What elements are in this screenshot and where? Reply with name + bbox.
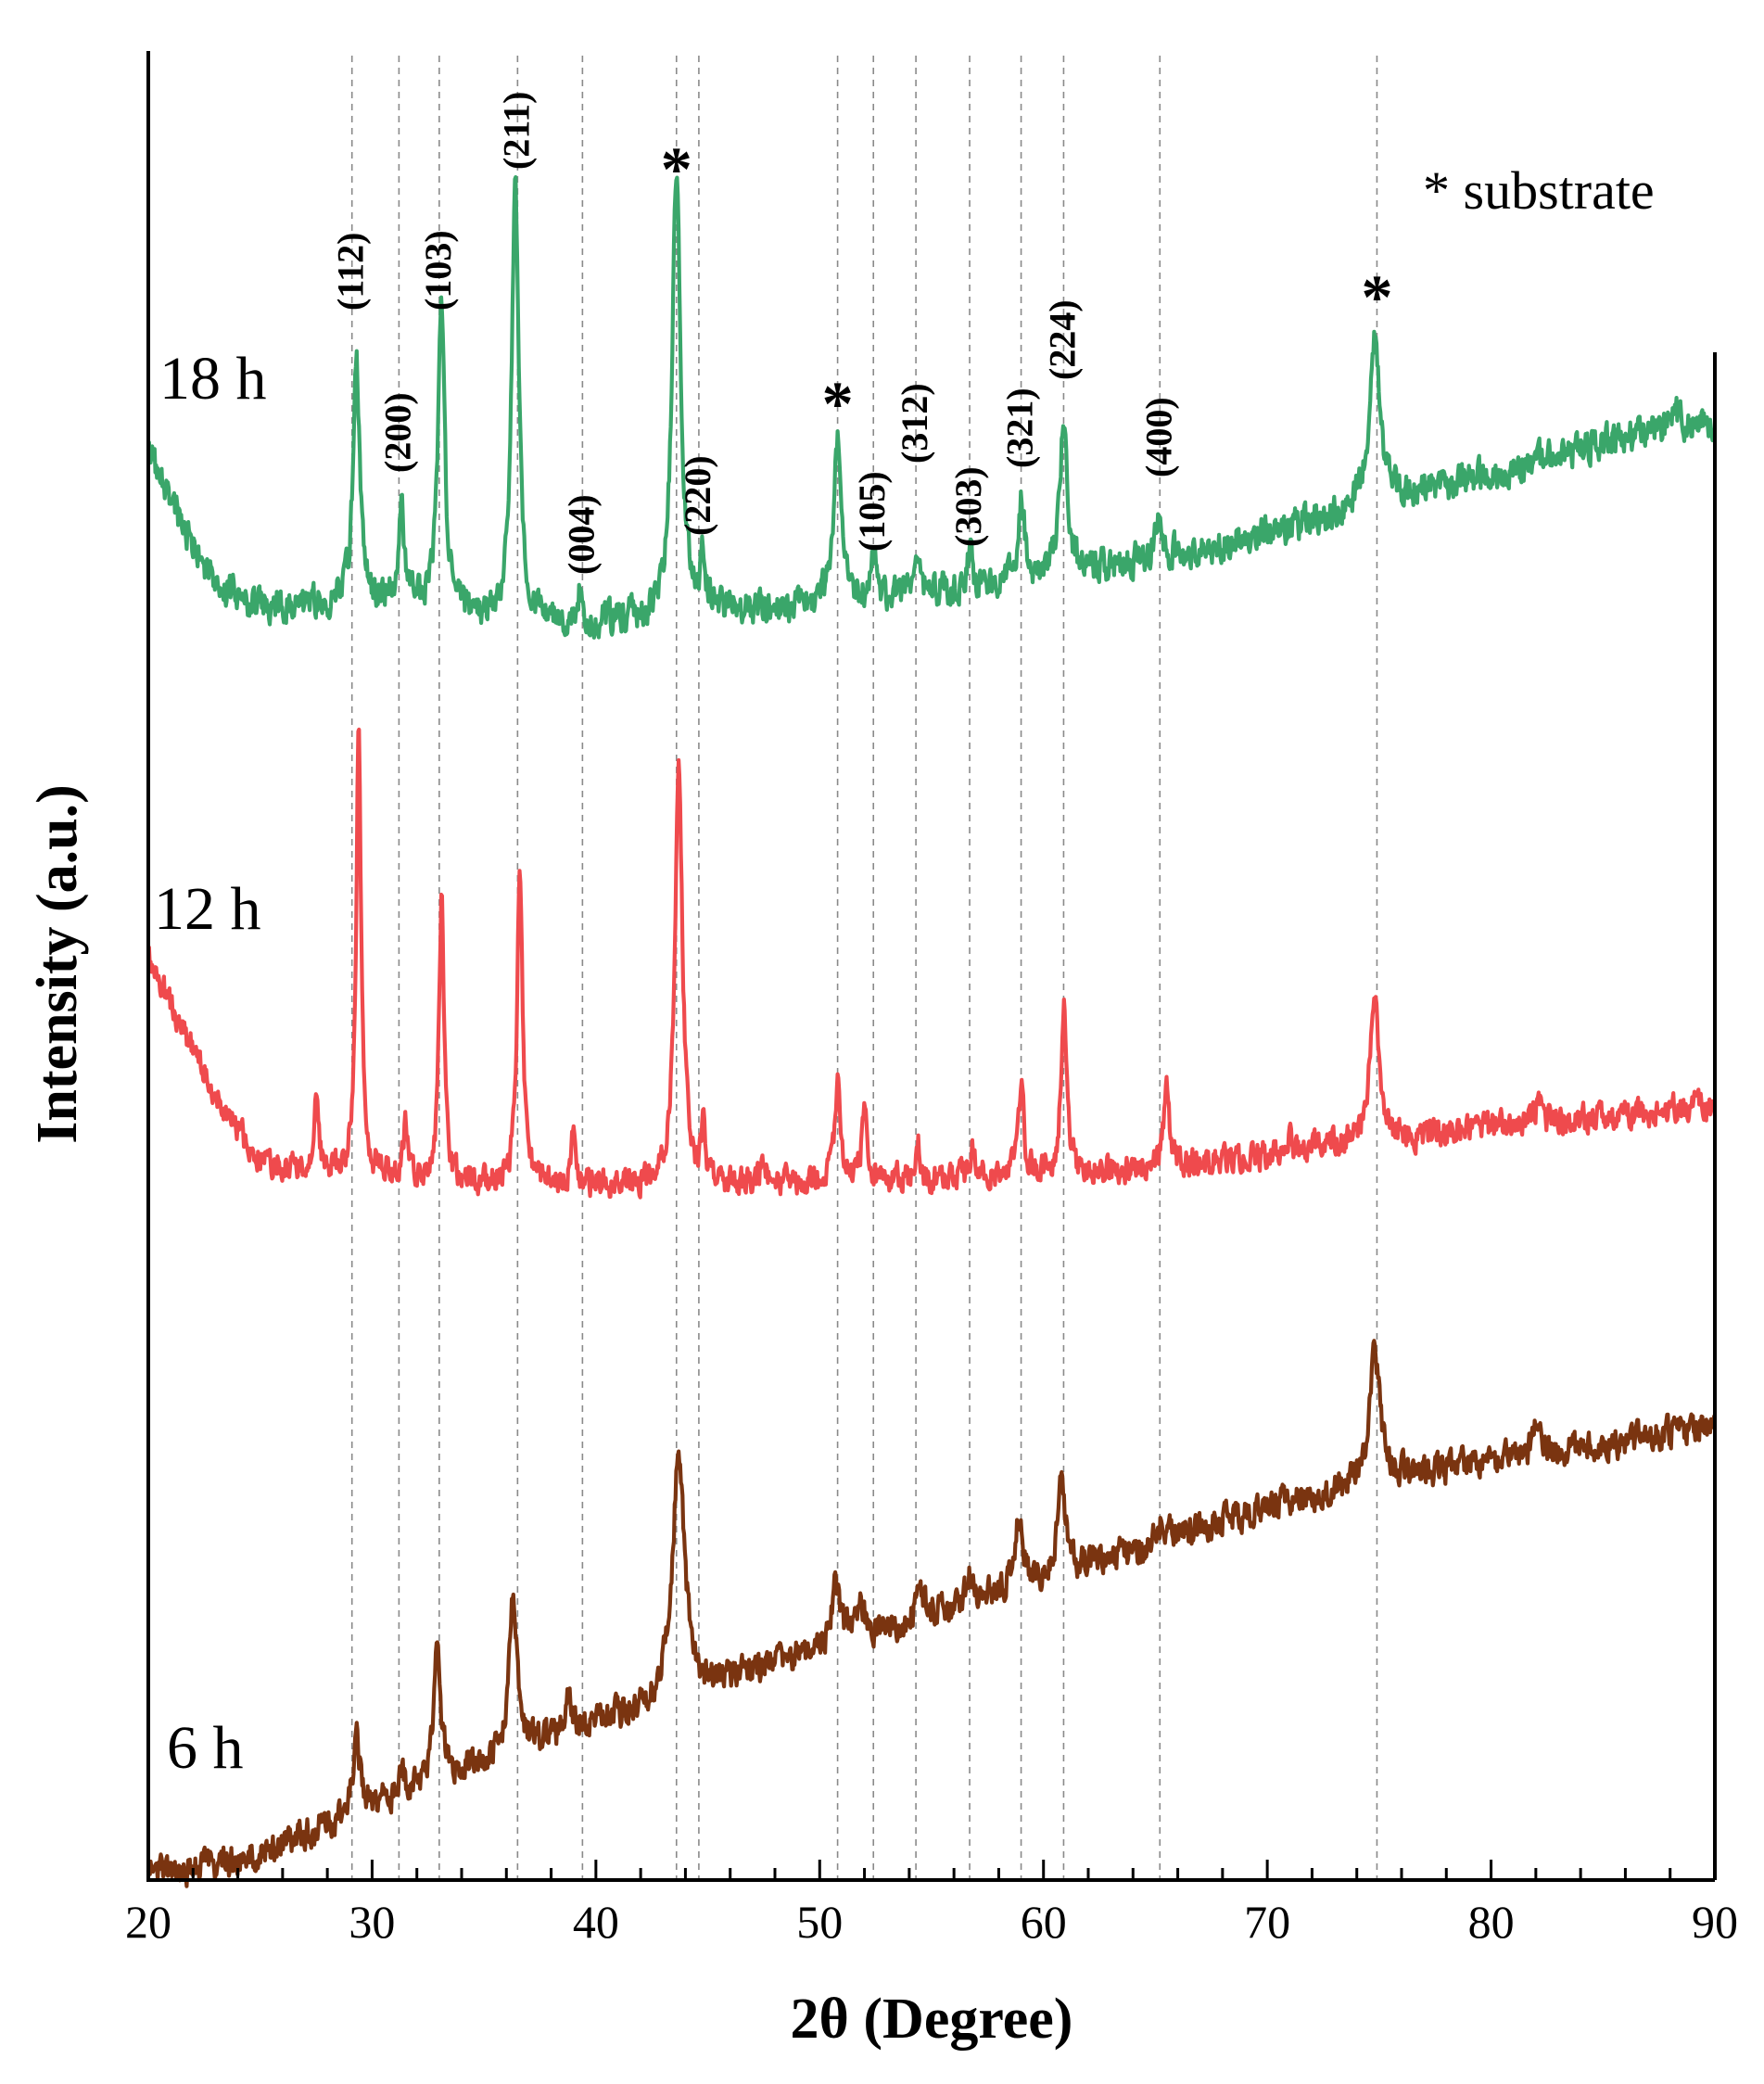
legend: * substrate: [1423, 160, 1655, 221]
x-tick-label-40: 40: [573, 1896, 619, 1948]
x-tick-label-50: 50: [796, 1896, 843, 1948]
hkl-label-220: (220): [677, 455, 718, 536]
hkl-label-211: (211): [495, 92, 537, 170]
hkl-label-321: (321): [999, 388, 1041, 468]
hkl-label-312: (312): [894, 383, 935, 464]
series-label-6-h: 6 h: [167, 1714, 244, 1782]
series-lines: [146, 175, 1718, 1888]
substrate-marker-43-6: *: [661, 133, 692, 204]
x-tick-label-20: 20: [125, 1896, 171, 1948]
series-label-18-h: 18 h: [159, 345, 267, 413]
hkl-label-200: (200): [376, 392, 418, 473]
x-tick-label-90: 90: [1692, 1896, 1738, 1948]
series-label-12-h: 12 h: [154, 875, 261, 943]
series-line-6-h: [146, 1339, 1717, 1888]
hkl-label-112: (112): [330, 233, 372, 311]
substrate-marker-74-9: *: [1361, 261, 1392, 332]
x-tick-label-30: 30: [349, 1896, 395, 1948]
plot-axes: [146, 51, 1717, 1882]
hkl-label-400: (400): [1137, 397, 1179, 477]
substrate-marker-50-8: *: [822, 368, 854, 438]
hkl-label-105: (105): [851, 471, 893, 552]
series-line-18-h: [146, 175, 1718, 640]
hkl-label-224: (224): [1041, 299, 1083, 380]
hkl-label-004: (004): [560, 494, 602, 575]
x-axis-ticks: 20 30 40 50 60 70 80 90: [125, 1860, 1738, 1948]
y-axis-title: Intensity (a.u.): [26, 784, 89, 1144]
x-axis-title: 2θ (Degree): [791, 1988, 1073, 2051]
series-line-12-h: [146, 727, 1718, 1200]
x-tick-label-60: 60: [1021, 1896, 1067, 1948]
hkl-label-303: (303): [947, 466, 989, 547]
hkl-label-103: (103): [417, 230, 459, 311]
hkl-annotations: (112) (200) (103) (211) (004) (220) (105)(312)…: [330, 92, 1393, 575]
x-tick-label-70: 70: [1244, 1896, 1290, 1948]
series-labels: 18 h 12 h 6 h: [154, 345, 267, 1782]
x-tick-label-80: 80: [1468, 1896, 1515, 1948]
